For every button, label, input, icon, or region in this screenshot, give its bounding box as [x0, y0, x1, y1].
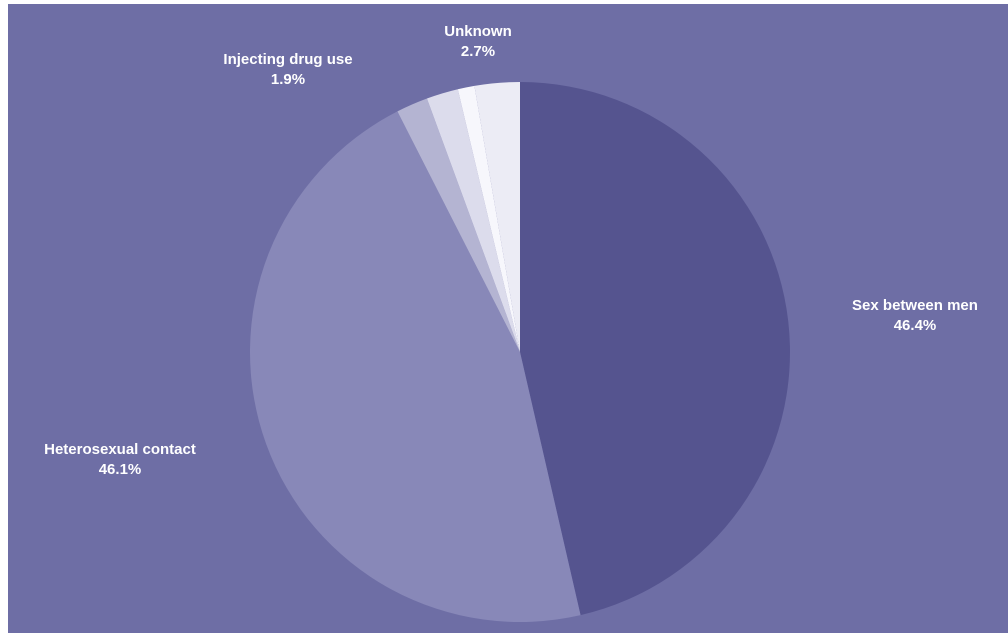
slice-name: Unknown	[444, 23, 512, 40]
slice-name: Injecting drug use	[223, 51, 353, 68]
pie-slice-unlabeled-4	[457, 85, 520, 352]
pie-slice-unlabeled-3	[426, 89, 520, 353]
pie-chart	[249, 82, 791, 623]
slice-percent: 46.4%	[893, 317, 937, 334]
slice-name: Heterosexual contact	[44, 441, 196, 458]
slice-label-injecting-drug-use: Injecting drug use 1.9%	[206, 50, 370, 90]
slice-label-heterosexual-contact: Heterosexual contact 46.1%	[10, 440, 230, 480]
slice-percent: 1.9%	[270, 71, 306, 88]
pie-chart-panel: Sex between men 46.4% Heterosexual conta…	[8, 4, 1008, 633]
slice-percent: 46.1%	[98, 461, 142, 478]
pie-slices	[249, 82, 791, 623]
pie-slice-injecting-drug-use	[397, 98, 520, 352]
slice-name: Sex between men	[852, 297, 978, 314]
pie-slice-unknown	[474, 82, 520, 352]
slice-label-sex-between-men: Sex between men 46.4%	[825, 296, 1005, 336]
slice-label-unknown: Unknown 2.7%	[418, 22, 538, 62]
slice-percent: 2.7%	[460, 43, 496, 60]
pie-slice-heterosexual-contact	[249, 111, 581, 623]
pie-slice-sex-between-men	[520, 82, 791, 616]
